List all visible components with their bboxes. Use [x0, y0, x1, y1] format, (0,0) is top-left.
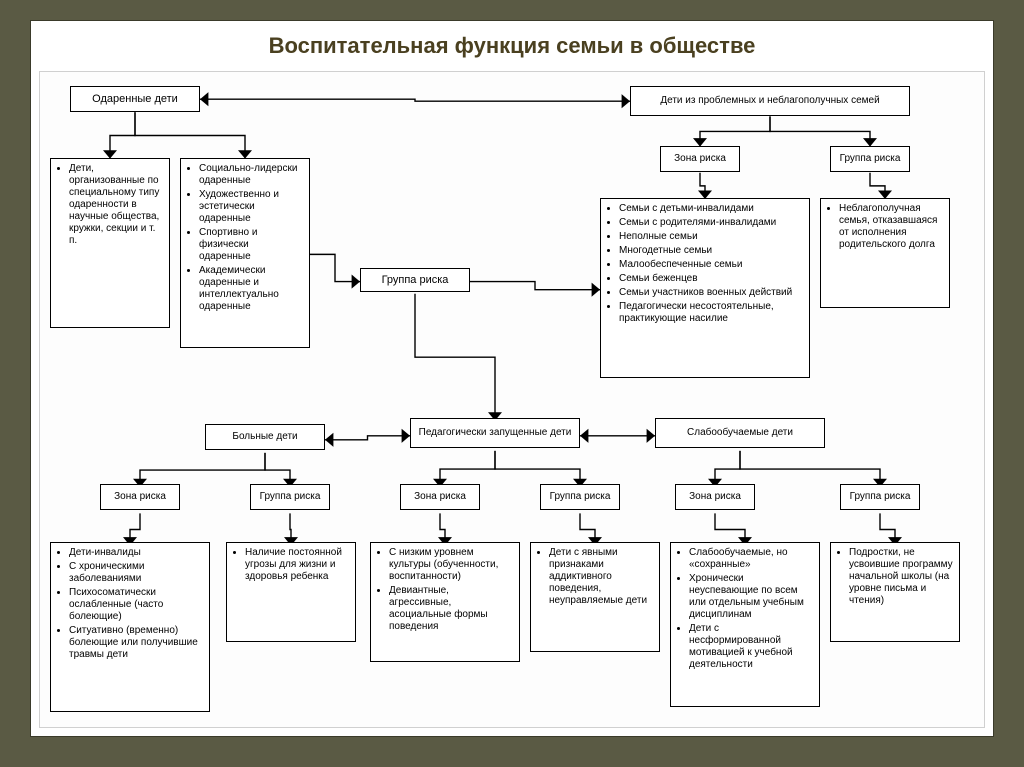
edge — [310, 254, 360, 281]
list-item: Семьи с родителями-инвалидами — [619, 217, 803, 229]
list-item: Социально-лидерски одаренные — [199, 163, 303, 187]
diagram-canvas: Одаренные дети Дети из проблемных и небла… — [39, 71, 985, 728]
edge — [135, 112, 245, 158]
node-b_rg_sick: Группа риска — [250, 484, 330, 510]
node-b_rg_ped: Группа риска — [540, 484, 620, 510]
page-title: Воспитательная функция семьи в обществе — [31, 21, 993, 67]
node-b_rz_slow: Зона риска — [675, 484, 755, 510]
list-item: Слабообучаемые, но «сохранные» — [689, 547, 813, 571]
node-b_group_risk: Группа риска — [360, 268, 470, 292]
node-b_risk_zone_p: Зона риска — [660, 146, 740, 172]
edge — [700, 173, 705, 199]
edge — [110, 112, 135, 158]
list-item: Наличие постоянной угрозы для жизни и зд… — [245, 547, 349, 583]
list-item: Хронически неуспевающие по всем или отде… — [689, 573, 813, 621]
edge — [770, 116, 870, 146]
list-item: Семьи участников военных действий — [619, 287, 803, 299]
edge — [715, 451, 740, 487]
list-item: Дети-инвалиды — [69, 547, 203, 559]
list-item: Неполные семьи — [619, 231, 803, 243]
edge — [495, 451, 580, 487]
list-item: Семьи с детьми-инвалидами — [619, 203, 803, 215]
list-item: Дети с явными признаками аддиктивного по… — [549, 547, 653, 607]
edge — [470, 282, 600, 290]
edge — [415, 294, 495, 421]
list-l_rg_sick: Наличие постоянной угрозы для жизни и зд… — [226, 542, 356, 642]
list-item: Дети, организованные по специальному тип… — [69, 163, 163, 247]
edge — [200, 99, 630, 101]
edge — [265, 453, 290, 487]
node-b_ped: Педагогически запущенные дети — [410, 418, 580, 448]
node-b_slow: Слабообучаемые дети — [655, 418, 825, 448]
list-l_rz_p: Семьи с детьми-инвалидами Семьи с родител… — [600, 198, 810, 378]
list-l_rz_slow: Слабообучаемые, но «сохранные»Хронически… — [670, 542, 820, 707]
edge — [870, 173, 885, 199]
list-l_rg_ped: Дети с явными признаками аддиктивного по… — [530, 542, 660, 652]
list-item: Семьи беженцев — [619, 273, 803, 285]
list-item: Малообеспеченные семьи — [619, 259, 803, 271]
list-item: Психосоматически ослабленные (часто боле… — [69, 587, 203, 623]
list-item: С хроническими заболеваниями — [69, 561, 203, 585]
list-item: Девиантные, агрессивные, асоциальные фор… — [389, 585, 513, 633]
edge — [580, 513, 595, 545]
edge — [740, 451, 880, 487]
edge — [880, 513, 895, 545]
node-b_rz_ped: Зона риска — [400, 484, 480, 510]
list-l_gifted_right: Социально-лидерски одаренныеХудожественн… — [180, 158, 310, 348]
node-b_rz_sick: Зона риска — [100, 484, 180, 510]
list-item: С низким уровнем культуры (обученности, … — [389, 547, 513, 583]
list-item: Дети с несформированной мотивацией к уче… — [689, 623, 813, 671]
list-item: Ситуативно (временно) болеющие или получ… — [69, 625, 203, 661]
list-l_rz_ped: С низким уровнем культуры (обученности, … — [370, 542, 520, 662]
list-item: Художественно и эстетически одаренные — [199, 189, 303, 225]
list-item: Многодетные семьи — [619, 245, 803, 257]
edge — [140, 453, 265, 487]
list-item: Спортивно и физически одаренные — [199, 227, 303, 263]
node-b_rg_slow: Группа риска — [840, 484, 920, 510]
edge — [440, 513, 445, 545]
node-b_risk_grp_p: Группа риска — [830, 146, 910, 172]
list-l_rg_slow: Подростки, не усвоившие программу началь… — [830, 542, 960, 642]
node-b_gifted: Одаренные дети — [70, 86, 200, 112]
edge — [325, 436, 410, 440]
list-l_rz_sick: Дети-инвалиды С хроническими заболеваниям… — [50, 542, 210, 712]
list-item: Подростки, не усвоившие программу началь… — [849, 547, 953, 607]
list-l_gifted_left: Дети, организованные по специальному тип… — [50, 158, 170, 328]
list-item: Неблагополучная семья, отказавшаяся от и… — [839, 203, 943, 251]
edge — [700, 116, 770, 146]
edge — [715, 513, 745, 545]
edge — [130, 513, 140, 545]
list-item: Академически одаренные и интеллектуально… — [199, 265, 303, 313]
node-b_sick: Больные дети — [205, 424, 325, 450]
node-b_problem: Дети из проблемных и неблагополучных сем… — [630, 86, 910, 116]
edge — [290, 513, 291, 545]
slide: Воспитательная функция семьи в обществе … — [30, 20, 994, 737]
edge — [440, 451, 495, 487]
list-item: Педагогически несостоятельные, практикую… — [619, 301, 803, 325]
list-l_rg_p: Неблагополучная семья, отказавшаяся от и… — [820, 198, 950, 308]
